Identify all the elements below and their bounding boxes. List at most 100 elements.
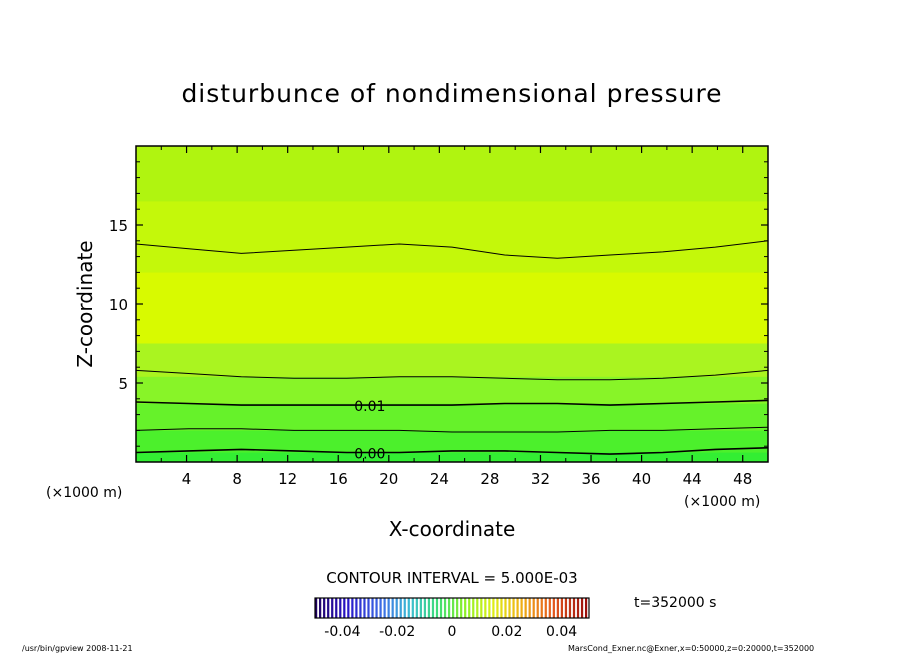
- z-axis-ticks: 5 10 15: [109, 161, 768, 447]
- contour-line-3: [136, 369, 768, 381]
- x-unit-left: (×1000 m): [46, 485, 122, 501]
- colorbar-stripe-34: [452, 598, 455, 618]
- colorbar-stripe-5: [335, 598, 338, 618]
- colorbar-stripe-6: [339, 598, 342, 618]
- colorbar-stripe-27: [423, 598, 427, 618]
- colorbar-stripe-44: [492, 598, 495, 618]
- colorbar-stripe-47: [504, 598, 507, 618]
- x-tick-label-10: 44: [683, 470, 702, 488]
- colorbar-stripe-48: [508, 598, 511, 618]
- colorbar-stripe-63: [568, 598, 572, 618]
- colorbar-stripe-29: [431, 598, 435, 618]
- colorbar-stripe-58: [548, 598, 551, 618]
- colorbar-stripe-40: [476, 598, 479, 618]
- colorbar-stripe-4: [331, 598, 334, 618]
- x-tick-label-11: 48: [733, 470, 752, 488]
- colorbar-stripe-39: [472, 598, 475, 618]
- fill-band-3: [136, 376, 768, 404]
- colorbar-stripe-11: [359, 598, 362, 618]
- colorbar-tick-label-0: -0.04: [324, 624, 360, 640]
- fill-band-7: [136, 146, 768, 202]
- fill-band-2: [136, 403, 768, 431]
- contour-labels: 0.00 0.01: [354, 399, 385, 463]
- colorbar-stripe-56: [540, 598, 543, 618]
- colorbar-stripe-21: [399, 598, 402, 618]
- colorbar-stripe-35: [456, 598, 459, 618]
- x-tick-label-9: 40: [632, 470, 651, 488]
- colorbar-stripe-33: [447, 598, 451, 618]
- colorbar-stripe-57: [544, 598, 547, 618]
- colorbar-stripe-16: [379, 598, 382, 618]
- contour-line-4: [136, 240, 768, 259]
- contour-line-1: [136, 426, 768, 433]
- x-tick-label-5: 24: [430, 470, 449, 488]
- footer-right: MarsCond_Exner.nc@Exner,x=0:50000,z=0:20…: [568, 644, 814, 653]
- colorbar-stripe-59: [552, 598, 555, 618]
- colorbar-stripe-42: [484, 598, 487, 618]
- plot-area: [136, 146, 768, 462]
- colorbar-tick-label-1: -0.02: [379, 624, 415, 640]
- colorbar-stripe-23: [407, 598, 410, 618]
- colorbar-stripe-38: [468, 598, 471, 618]
- colorbar-stripe-52: [524, 598, 527, 618]
- colorbar-stripe-55: [536, 598, 539, 618]
- colorbar-stripe-25: [415, 598, 418, 618]
- colorbar-stripe-22: [403, 598, 406, 618]
- colorbar-stripe-1: [319, 598, 322, 618]
- footer-left: /usr/bin/gpview 2008-11-21: [22, 644, 133, 653]
- contour-label-0: 0.00: [354, 447, 385, 463]
- colorbar-stripe-50: [516, 598, 519, 618]
- colorbar-stripe-41: [480, 598, 483, 618]
- colorbar-stripe-15: [375, 598, 378, 618]
- z-tick-label-1: 10: [109, 296, 128, 314]
- colorbar-stripe-28: [427, 598, 431, 618]
- colorbar-stripe-3: [327, 598, 330, 618]
- fill-bands: [136, 146, 768, 462]
- x-tick-label-1: 8: [232, 470, 242, 488]
- colorbar-stripe-24: [411, 598, 414, 618]
- colorbar-stripe-61: [560, 598, 564, 618]
- fill-band-1: [136, 430, 768, 453]
- z-tick-label-0: 5: [118, 375, 128, 393]
- fill-band-0: [136, 452, 768, 462]
- colorbar-stripe-19: [391, 598, 394, 618]
- x-axis-label: X-coordinate: [389, 517, 516, 541]
- x-tick-label-0: 4: [182, 470, 192, 488]
- colorbar-stripe-51: [520, 598, 523, 618]
- x-tick-label-8: 36: [581, 470, 600, 488]
- x-tick-label-2: 12: [278, 470, 297, 488]
- colorbar-stripe-37: [464, 598, 467, 618]
- colorbar-tick-label-4: 0.04: [546, 624, 577, 640]
- contour-lines: [136, 240, 768, 455]
- fill-band-6: [136, 201, 768, 273]
- fill-band-4: [136, 343, 768, 377]
- x-tick-label-7: 32: [531, 470, 550, 488]
- contour-line-2: [136, 399, 768, 406]
- contour-line-0: [136, 447, 768, 455]
- x-unit-right: (×1000 m): [684, 494, 760, 510]
- contour-label-2: 0.01: [354, 399, 385, 415]
- colorbar-stripe-54: [532, 598, 535, 618]
- y-axis-label: Z-coordinate: [73, 240, 97, 367]
- colorbar-stripe-64: [572, 598, 576, 618]
- colorbar-stripe-66: [580, 598, 584, 618]
- colorbar-stripe-30: [435, 598, 439, 618]
- chart-title: disturbunce of nondimensional pressure: [181, 79, 722, 108]
- colorbar-stripe-62: [564, 598, 568, 618]
- z-tick-label-2: 15: [109, 217, 128, 235]
- colorbar-stripe-26: [419, 598, 422, 618]
- colorbar-stripe-60: [556, 598, 559, 618]
- colorbar-stripe-14: [371, 598, 374, 618]
- x-tick-label-4: 20: [379, 470, 398, 488]
- x-axis-ticks: 4 8 12 16 20 24 28 32 36 40 44 48: [160, 146, 752, 488]
- colorbar-stripe-53: [528, 598, 531, 618]
- colorbar-stripe-2: [323, 598, 326, 618]
- colorbar-stripe-49: [512, 598, 515, 618]
- colorbar-stripe-32: [443, 598, 447, 618]
- colorbar-frame: [314, 597, 590, 619]
- colorbar-ticks: -0.04 -0.02 0 0.02 0.04: [324, 624, 577, 640]
- colorbar-stripe-45: [496, 598, 499, 618]
- colorbar-stripe-8: [347, 598, 350, 618]
- colorbar-stripe-7: [343, 598, 346, 618]
